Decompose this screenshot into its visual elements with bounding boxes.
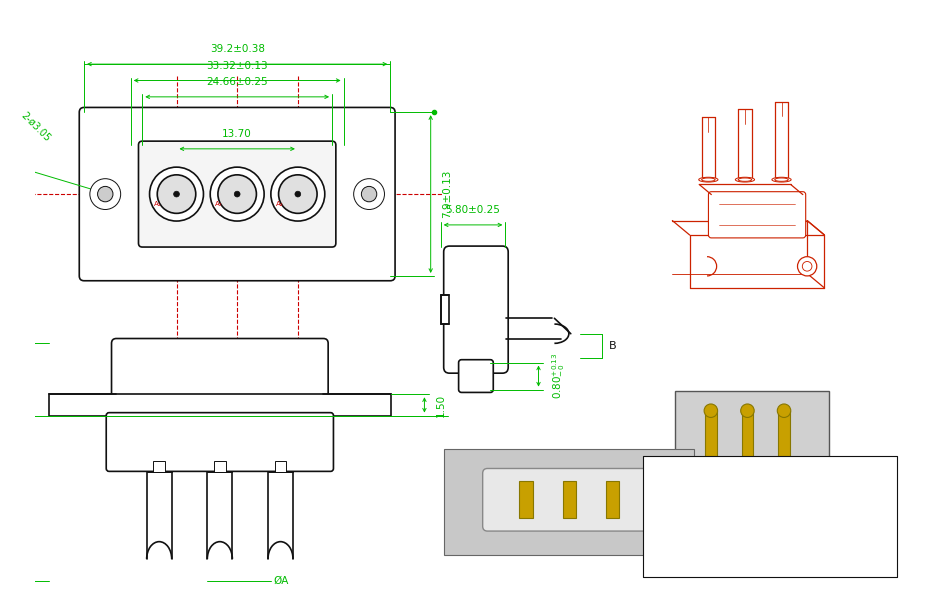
Bar bbox=[742, 411, 753, 459]
Bar bbox=[778, 411, 790, 459]
Text: 1.50: 1.50 bbox=[436, 394, 446, 416]
Bar bbox=[214, 461, 226, 472]
Text: 24.66±0.25: 24.66±0.25 bbox=[207, 77, 268, 87]
Text: 40: 40 bbox=[852, 560, 862, 569]
Circle shape bbox=[157, 175, 196, 214]
Text: 5.5: 5.5 bbox=[745, 536, 759, 545]
Circle shape bbox=[234, 191, 240, 197]
Bar bbox=[643, 456, 897, 577]
Circle shape bbox=[797, 257, 817, 276]
Text: 8#: 8# bbox=[789, 536, 802, 545]
Text: 12#: 12# bbox=[787, 488, 804, 497]
Bar bbox=[606, 481, 619, 518]
Text: 2: 2 bbox=[663, 512, 667, 521]
Text: B: B bbox=[749, 464, 754, 473]
Text: 3.6: 3.6 bbox=[701, 512, 715, 521]
Text: A₃: A₃ bbox=[275, 200, 283, 206]
FancyBboxPatch shape bbox=[709, 191, 806, 238]
Circle shape bbox=[295, 191, 301, 197]
Bar bbox=[519, 481, 533, 518]
Text: 2.5: 2.5 bbox=[702, 488, 715, 497]
Circle shape bbox=[741, 404, 754, 418]
Bar bbox=[441, 295, 449, 324]
Circle shape bbox=[211, 167, 264, 221]
Circle shape bbox=[353, 179, 384, 209]
Bar bbox=[562, 481, 576, 518]
Bar bbox=[49, 394, 391, 416]
Text: 4.4: 4.4 bbox=[702, 536, 715, 545]
Bar bbox=[445, 449, 695, 555]
Text: A₂: A₂ bbox=[215, 200, 223, 206]
Circle shape bbox=[90, 179, 120, 209]
FancyBboxPatch shape bbox=[79, 107, 395, 281]
Ellipse shape bbox=[775, 178, 789, 181]
FancyBboxPatch shape bbox=[482, 469, 656, 531]
FancyBboxPatch shape bbox=[138, 141, 336, 247]
Ellipse shape bbox=[738, 178, 752, 181]
FancyBboxPatch shape bbox=[444, 246, 509, 373]
Text: 7.9±0.13: 7.9±0.13 bbox=[442, 170, 452, 218]
Text: 39.2±0.38: 39.2±0.38 bbox=[210, 44, 265, 55]
Bar bbox=[274, 461, 287, 472]
Text: 6#: 6# bbox=[789, 560, 802, 569]
Text: A: A bbox=[706, 464, 711, 473]
Circle shape bbox=[174, 191, 180, 197]
Text: 30: 30 bbox=[852, 536, 862, 545]
Text: 5.0: 5.0 bbox=[745, 512, 759, 521]
Ellipse shape bbox=[735, 177, 755, 182]
Circle shape bbox=[218, 175, 257, 214]
Text: #IHE: #IHE bbox=[786, 464, 805, 473]
Circle shape bbox=[271, 167, 325, 221]
Circle shape bbox=[98, 187, 113, 202]
Text: 1: 1 bbox=[663, 488, 667, 497]
FancyBboxPatch shape bbox=[106, 413, 334, 472]
Circle shape bbox=[803, 262, 812, 271]
Text: B: B bbox=[609, 341, 617, 351]
Circle shape bbox=[149, 167, 203, 221]
Text: 10#: 10# bbox=[787, 512, 804, 521]
Text: A₁: A₁ bbox=[154, 200, 162, 206]
Text: 3: 3 bbox=[662, 536, 667, 545]
Bar bbox=[675, 391, 829, 478]
Ellipse shape bbox=[698, 177, 718, 182]
Text: 5.5: 5.5 bbox=[745, 560, 759, 569]
Text: 5.5: 5.5 bbox=[702, 560, 715, 569]
Text: 10: 10 bbox=[852, 488, 862, 497]
Text: 4: 4 bbox=[663, 560, 667, 569]
Bar bbox=[705, 411, 716, 459]
Ellipse shape bbox=[772, 177, 791, 182]
Text: 4.5: 4.5 bbox=[745, 488, 759, 497]
Text: 13.70: 13.70 bbox=[222, 129, 252, 139]
Text: 20: 20 bbox=[852, 512, 862, 521]
FancyBboxPatch shape bbox=[459, 359, 494, 392]
Text: 5.80±0.25: 5.80±0.25 bbox=[446, 205, 500, 215]
Ellipse shape bbox=[701, 178, 715, 181]
Text: 33.32±0.13: 33.32±0.13 bbox=[207, 61, 268, 71]
Circle shape bbox=[777, 404, 791, 418]
Circle shape bbox=[278, 175, 317, 214]
Text: $0.80^{+0.13}_{-0}$: $0.80^{+0.13}_{-0}$ bbox=[550, 353, 567, 400]
Text: PO(X): PO(X) bbox=[654, 464, 676, 473]
Circle shape bbox=[361, 187, 377, 202]
Bar bbox=[153, 461, 164, 472]
Text: ØA: ØA bbox=[274, 576, 290, 586]
FancyBboxPatch shape bbox=[112, 338, 328, 413]
Circle shape bbox=[704, 404, 717, 418]
Text: CURRENTRATING(A): CURRENTRATING(A) bbox=[819, 464, 895, 473]
Text: 2-ø3.05: 2-ø3.05 bbox=[19, 110, 52, 143]
